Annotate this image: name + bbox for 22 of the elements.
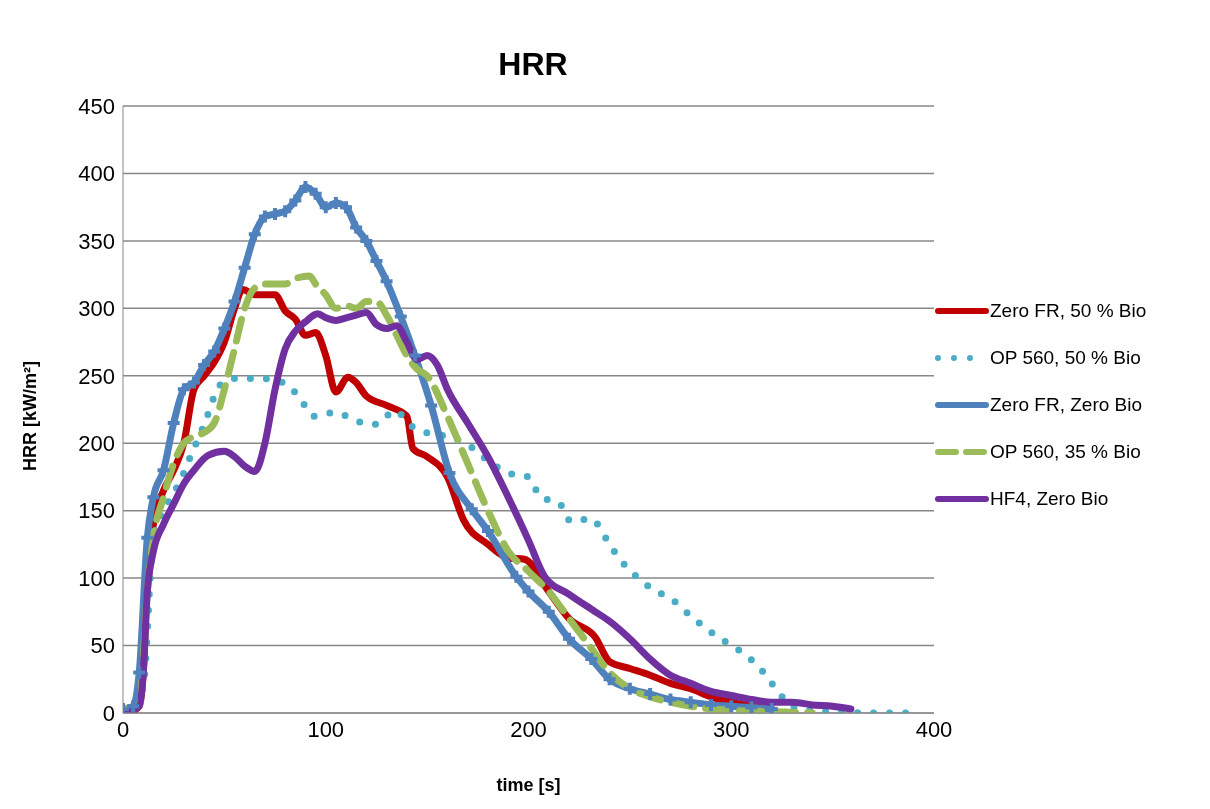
legend-label: HF4, Zero Bio <box>990 487 1109 510</box>
x-axis-title: time [s] <box>496 775 561 795</box>
x-tick-label: 200 <box>510 716 547 742</box>
y-tick-label: 450 <box>78 93 115 119</box>
y-tick-label: 400 <box>78 161 115 187</box>
chart-title: HRR <box>497 46 569 83</box>
x-tick-label: 100 <box>307 716 345 742</box>
legend-label: OP 560, 35 % Bio <box>990 440 1141 463</box>
legend-label: Zero FR, 50 % Bio <box>990 299 1147 322</box>
x-tick-label: 400 <box>915 716 953 742</box>
y-tick-label: 200 <box>78 431 115 457</box>
y-tick-label: 250 <box>78 363 115 389</box>
legend-label: Zero FR, Zero Bio <box>990 393 1143 416</box>
y-axis-title: HRR [kW/m²] <box>19 361 41 471</box>
y-tick-label: 300 <box>78 296 115 322</box>
x-tick-label: 300 <box>712 716 750 742</box>
y-tick-label: 100 <box>78 565 115 591</box>
y-tick-label: 350 <box>78 228 115 254</box>
legend-label: OP 560, 50 % Bio <box>990 346 1141 369</box>
y-tick-label: 0 <box>102 700 115 726</box>
y-tick-label: 150 <box>78 498 115 524</box>
y-tick-label: 50 <box>90 633 115 659</box>
